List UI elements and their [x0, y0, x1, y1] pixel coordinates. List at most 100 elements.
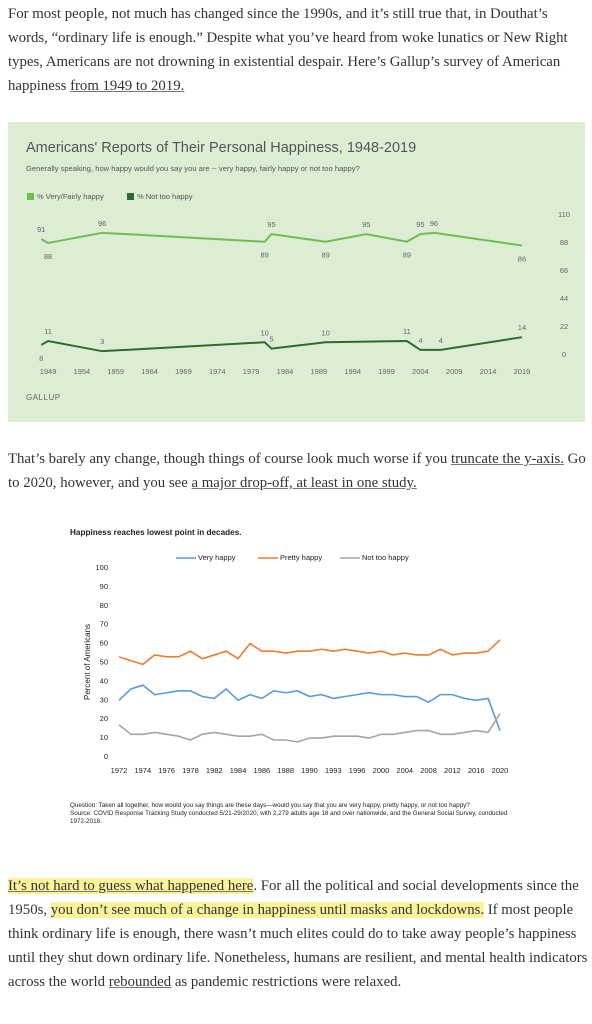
data-label: 91: [37, 225, 45, 234]
chart-title: Happiness reaches lowest point in decade…: [70, 528, 242, 537]
paragraph: That’s barely any change, though things …: [8, 447, 590, 495]
x-tick-label: 1993: [325, 766, 342, 775]
y-axis-title: Percent of Americans: [83, 624, 92, 700]
x-tick-label: 1982: [206, 766, 223, 775]
text-run: That’s barely any change, though things …: [8, 451, 451, 467]
data-label: 14: [518, 323, 526, 332]
legend-label: % Very/Fairly happy: [37, 192, 104, 201]
x-tick-label: 1994: [344, 367, 361, 376]
note: Question: Taken all together, how would …: [70, 802, 470, 809]
y-tick-label: 0: [104, 752, 108, 761]
x-tick-label: 1984: [277, 367, 294, 376]
data-label: 89: [403, 251, 411, 260]
x-tick-label: 2020: [492, 766, 509, 775]
y-tick-label: 40: [100, 676, 108, 685]
y-tick-label: 20: [100, 714, 108, 723]
x-tick-label: 1984: [230, 766, 247, 775]
x-tick-label: 1954: [74, 367, 91, 376]
text-run: as pandemic restrictions were relaxed.: [171, 974, 402, 990]
y-tick-label: 88: [560, 238, 568, 247]
y-tick-label: 30: [100, 695, 108, 704]
chart-notes: Question: Taken all together, how would …: [70, 802, 522, 826]
x-tick-label: 1979: [243, 367, 260, 376]
x-tick-label: 2008: [420, 766, 437, 775]
data-label: 96: [98, 219, 106, 228]
data-label: 95: [267, 220, 275, 229]
text-run: . For all the political and social devel…: [8, 878, 579, 918]
data-label: 95: [362, 220, 370, 229]
x-tick-label: 2016: [468, 766, 485, 775]
y-tick-label: 60: [100, 639, 108, 648]
x-tick-label: 1996: [349, 766, 366, 775]
x-tick-label: 1974: [209, 367, 226, 376]
data-label: 89: [261, 251, 269, 260]
chart-background: [8, 122, 585, 422]
x-tick-label: 1990: [301, 766, 318, 775]
x-tick-label: 1978: [182, 766, 199, 775]
link[interactable]: truncate the y-axis.: [450, 451, 564, 467]
legend-swatch: [127, 193, 134, 200]
note: Source: COVID Response Tracking Study co…: [70, 810, 508, 825]
x-tick-label: 1976: [158, 766, 175, 775]
x-tick-label: 2012: [444, 766, 461, 775]
y-tick-label: 66: [560, 266, 568, 275]
y-tick-label: 10: [100, 733, 108, 742]
link[interactable]: It’s not hard to guess what happened her…: [8, 878, 254, 894]
data-label: 95: [416, 220, 424, 229]
y-tick-label: 100: [95, 563, 108, 572]
data-label: 10: [261, 328, 269, 337]
text-run: For most people, not much has changed si…: [8, 6, 568, 94]
data-label: 96: [430, 219, 438, 228]
link[interactable]: a major drop-off, at least in one study.: [191, 475, 417, 491]
x-tick-label: 1988: [277, 766, 294, 775]
text-run: If most people think ordinary life is en…: [8, 902, 588, 990]
chart-subtitle: Generally speaking, how happy would you …: [26, 164, 360, 173]
data-label: 89: [321, 251, 329, 260]
x-tick-label: 2004: [412, 367, 429, 376]
x-tick-label: 1986: [254, 766, 271, 775]
data-label: 10: [321, 328, 329, 337]
series-line: [118, 713, 501, 743]
data-label: 86: [518, 255, 526, 264]
x-tick-label: 2000: [373, 766, 390, 775]
y-tick-label: 110: [558, 210, 570, 219]
legend-label: % Not too happy: [137, 192, 193, 201]
paragraph: It’s not hard to guess what happened her…: [8, 874, 590, 994]
series-line: [40, 231, 523, 247]
x-tick-label: 1949: [40, 367, 57, 376]
x-tick-label: 2004: [396, 766, 413, 775]
x-tick-label: 1964: [141, 367, 158, 376]
x-tick-label: 1989: [311, 367, 328, 376]
x-tick-label: 2019: [514, 367, 531, 376]
y-tick-label: 44: [560, 294, 568, 303]
x-tick-label: 1999: [378, 367, 395, 376]
chart-source: GALLUP: [26, 393, 61, 402]
x-tick-label: 1974: [134, 766, 151, 775]
text-run: you don’t see much of a change in happin…: [50, 902, 485, 918]
link[interactable]: from 1949 to 2019.: [70, 78, 185, 94]
data-label: 8: [39, 354, 43, 363]
y-tick-label: 80: [100, 601, 108, 610]
y-tick-label: 70: [100, 620, 108, 629]
x-tick-label: 2009: [446, 367, 463, 376]
series-line: [118, 684, 501, 731]
legend-label: Very happy: [198, 553, 236, 562]
data-label: 88: [44, 252, 52, 261]
y-tick-label: 50: [100, 657, 108, 666]
data-label: 3: [100, 337, 104, 346]
link[interactable]: rebounded: [108, 974, 172, 990]
data-label: 11: [403, 327, 411, 336]
y-tick-label: 22: [560, 322, 568, 331]
legend-label: Pretty happy: [280, 553, 322, 562]
data-label: 4: [439, 336, 443, 345]
paragraph: For most people, not much has changed si…: [8, 2, 590, 98]
x-tick-label: 1972: [111, 766, 128, 775]
x-tick-label: 2014: [480, 367, 497, 376]
y-tick-label: 0: [562, 350, 566, 359]
x-tick-label: 1969: [175, 367, 192, 376]
data-label: 5: [269, 335, 273, 344]
y-tick-label: 90: [100, 582, 108, 591]
legend-label: Not too happy: [362, 553, 409, 562]
